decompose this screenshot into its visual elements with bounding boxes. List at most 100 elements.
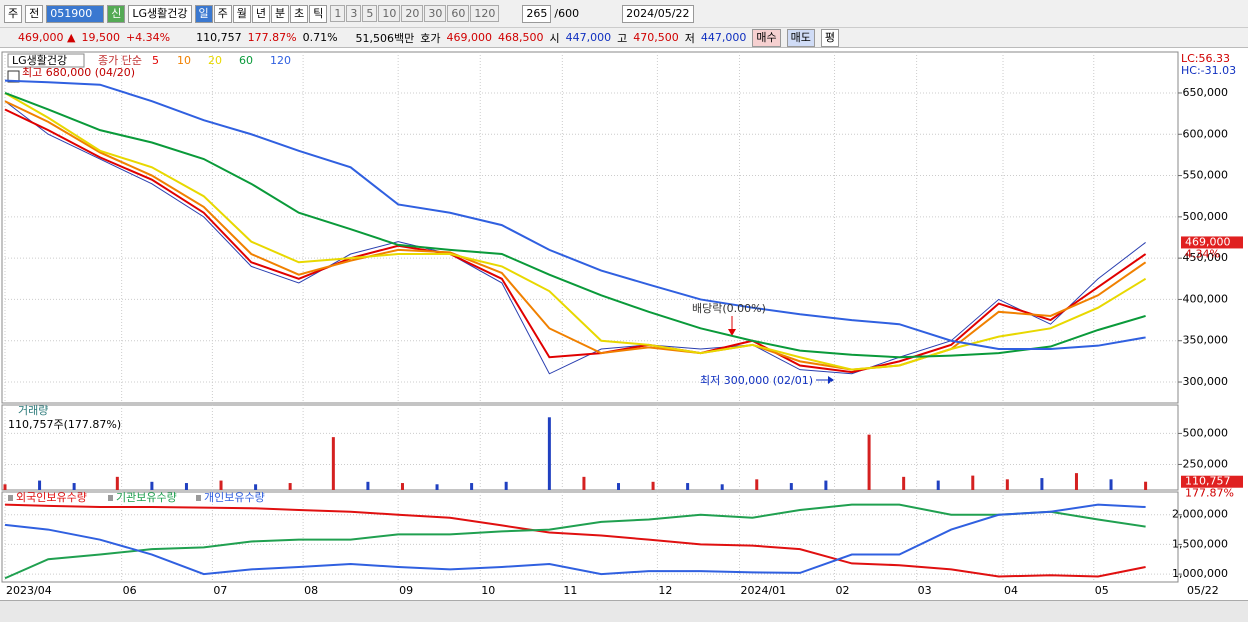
change: 19,500 <box>81 31 120 44</box>
volume-bar <box>435 484 439 490</box>
low-label: 저 <box>684 31 695 45</box>
code[interactable]: 051900 <box>46 4 105 23</box>
legend-label: 종가 단순 <box>98 54 142 67</box>
series-line <box>4 503 1146 576</box>
legend-item: 5 <box>152 54 159 67</box>
y-tick-label: 550,000 <box>1183 169 1229 182</box>
volume-bar <box>400 483 404 490</box>
volume-bar <box>720 484 724 490</box>
prev[interactable]: 전 <box>25 4 44 23</box>
market[interactable]: 주 <box>4 4 23 23</box>
volume: 110,757 <box>196 31 242 44</box>
series-line <box>4 503 1146 580</box>
interval-button[interactable]: 3 <box>346 5 362 22</box>
volume-bar <box>936 480 940 490</box>
volume-bar <box>789 483 793 490</box>
hc-label: HC:-31.03 <box>1181 64 1236 77</box>
period-button[interactable]: 주 <box>213 4 232 23</box>
interval-button[interactable]: 30 <box>424 5 447 22</box>
interval-button[interactable]: 20 <box>401 5 424 22</box>
y-tick-label: 250,000 <box>1183 457 1229 470</box>
legend-icon <box>8 495 13 501</box>
volume-bar <box>72 483 76 490</box>
interval-button[interactable]: 10 <box>378 5 401 22</box>
volume-bar <box>331 437 335 490</box>
series-line <box>4 92 1147 371</box>
legend-item: 120 <box>270 54 291 67</box>
volume-bar <box>1040 478 1044 490</box>
y-tick-label: 450,000 <box>1183 251 1229 264</box>
close-line <box>4 100 1146 375</box>
x-tick-label: 07 <box>213 584 227 597</box>
interval-button[interactable]: 120 <box>470 5 500 22</box>
date[interactable]: 2024/05/22 <box>622 4 694 23</box>
volume-bar <box>3 484 7 490</box>
volume-bar <box>1005 479 1009 490</box>
legend-item: 60 <box>239 54 253 67</box>
interval-button[interactable]: 1 <box>330 5 346 22</box>
buy-button[interactable]: 매수 <box>752 28 781 47</box>
legend-item: 20 <box>208 54 222 67</box>
y-tick-label: 600,000 <box>1183 127 1229 140</box>
volume-bar <box>504 481 508 490</box>
sell-button[interactable]: 매도 <box>786 28 815 47</box>
bid: 468,500 <box>498 31 544 44</box>
info-bar: 469,000 ▲ 19,500 +4.34% 110,757 177.87% … <box>0 28 1248 48</box>
x-tick-label: 12 <box>658 584 672 597</box>
y-tick-label: 350,000 <box>1183 334 1229 347</box>
last-volume-box <box>1181 475 1243 488</box>
period-button[interactable]: 월 <box>232 4 251 23</box>
volume-bar <box>254 484 258 490</box>
price: 469,000 ▲ <box>18 31 76 44</box>
x-tick-label: 2023/04 <box>6 584 52 597</box>
series-line <box>4 92 1146 359</box>
volume-bar <box>824 480 828 490</box>
volume-bar <box>582 476 586 490</box>
y-tick-label: 400,000 <box>1183 292 1229 305</box>
amount: 51,506백만 <box>355 31 415 45</box>
intervals: 1 3 5 10 20 30 60 120 <box>330 5 500 22</box>
price-panel <box>1 51 1179 404</box>
legend-icon <box>108 495 113 501</box>
interval-button[interactable]: 60 <box>447 5 470 22</box>
volume-bar <box>470 483 474 490</box>
x-tick-label: 2024/01 <box>740 584 786 597</box>
open-label: 시 <box>549 31 560 45</box>
eval-button[interactable]: 평 <box>820 28 840 47</box>
y-tick-label: 300,000 <box>1183 375 1229 388</box>
x-tick-label: 06 <box>123 584 137 597</box>
icon[interactable] <box>7 70 20 83</box>
volume-panel <box>1 404 1179 491</box>
period-button[interactable]: 분 <box>271 4 290 23</box>
interval-button[interactable]: 5 <box>362 5 378 22</box>
volume-bar <box>219 480 223 490</box>
ask: 469,000 <box>446 31 493 44</box>
volume-bar <box>150 481 154 490</box>
open: 447,000 <box>565 31 612 44</box>
quote-label: 호가 <box>420 31 441 45</box>
x-tick-label: 11 <box>563 584 577 597</box>
volume-bar <box>686 483 690 490</box>
holdings-panel <box>1 491 1179 583</box>
lc-label: LC:56.33 <box>1181 52 1230 65</box>
count[interactable]: 265 <box>522 4 552 23</box>
period-button[interactable]: 초 <box>290 4 309 23</box>
last-price-box <box>1181 236 1243 249</box>
high: 470,500 <box>633 31 679 44</box>
last-rate: 4.34% <box>1185 247 1220 260</box>
y-tick-label: 500,000 <box>1183 210 1229 223</box>
volume-bar <box>1144 481 1148 490</box>
volume-bar <box>902 476 906 490</box>
legend-item: 외국인보유수량 <box>16 491 87 504</box>
arrow-head <box>728 329 736 336</box>
period-button[interactable]: 틱 <box>309 4 328 23</box>
badge: 신 <box>107 4 126 23</box>
volume-bar <box>547 417 551 490</box>
scrollbar[interactable] <box>0 600 1248 622</box>
period-button[interactable]: 년 <box>251 4 271 23</box>
x-tick-label: 10 <box>481 584 495 597</box>
period-button[interactable]: 일 <box>194 4 213 23</box>
turnover: 0.71% <box>302 31 338 44</box>
volume-rate: 177.87% <box>247 31 297 44</box>
